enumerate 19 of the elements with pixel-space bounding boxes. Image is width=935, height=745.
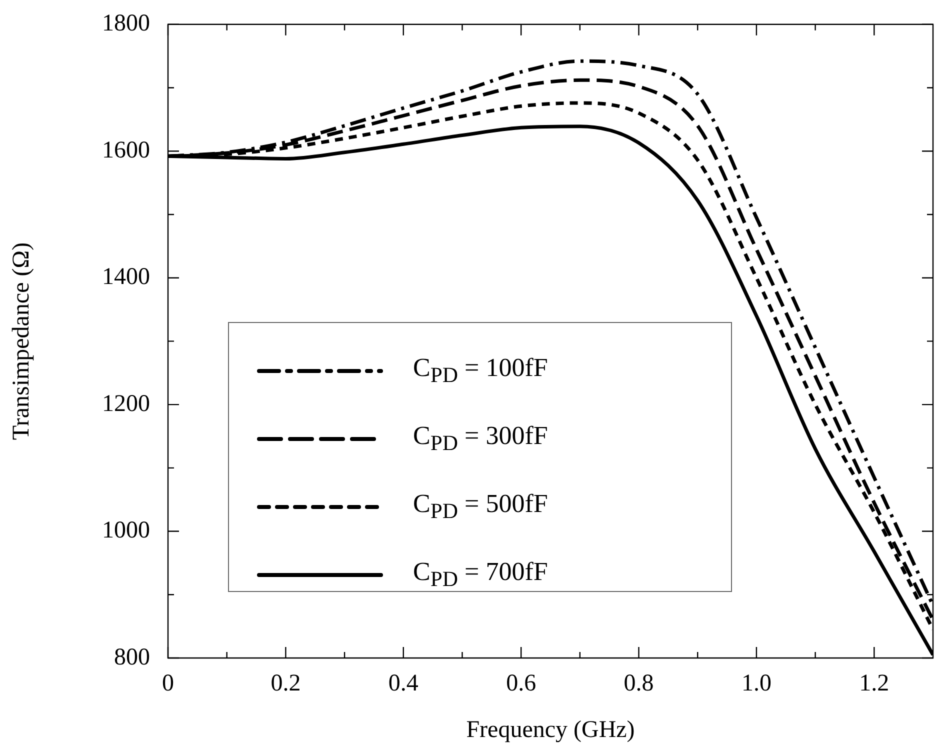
x-tick-label: 1.2 — [859, 670, 890, 697]
y-tick-label: 1600 — [102, 137, 150, 164]
y-tick-label: 1400 — [102, 264, 150, 290]
x-tick-label: 0.2 — [270, 670, 301, 697]
legend-label: C$_{PD}$ = 300fF — [413, 421, 548, 457]
legend-label: C$_{PD}$ = 700fF — [413, 557, 548, 593]
x-tick-label: 0 — [162, 670, 174, 697]
legend-label: C$_{PD}$ = 100fF — [413, 353, 548, 389]
y-tick-label: 1000 — [102, 518, 150, 544]
y-tick-label: 1200 — [102, 390, 150, 417]
y-axis-title: Transimpedance (Ω) — [8, 242, 35, 440]
x-axis-title: Frequency (GHz) — [466, 716, 635, 743]
x-tick-label: 0.8 — [624, 670, 654, 697]
y-tick-label: 800 — [114, 644, 150, 670]
y-tick-label: 1800 — [102, 10, 150, 37]
x-tick-label: 0.4 — [388, 670, 418, 697]
x-tick-label: 0.6 — [506, 670, 536, 697]
x-tick-label: 1.0 — [741, 670, 772, 697]
legend-label: C$_{PD}$ = 500fF — [413, 489, 548, 525]
